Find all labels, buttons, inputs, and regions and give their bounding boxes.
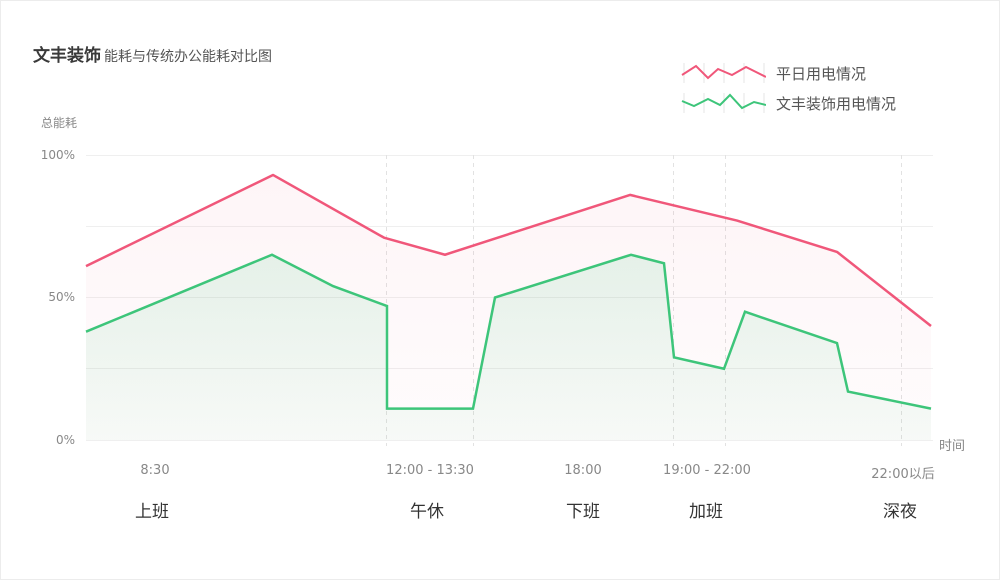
x-tick-label: 午休 (410, 502, 444, 522)
y-tick-0: 0% (55, 433, 75, 447)
legend-label: 平日用电情况 (776, 64, 867, 83)
legend-label: 文丰装饰用电情况 (776, 94, 897, 113)
line-swatch-icon (681, 63, 766, 83)
chart-title: 文丰装饰 能耗与传统办公能耗对比图 (33, 41, 272, 66)
y-axis-label: 总能耗 (41, 116, 78, 130)
legend-item-wenfeng[interactable]: 文丰装饰用电情况 (680, 88, 896, 118)
x-tick-time: 22:00以后 (871, 467, 935, 482)
series-area-wenfeng (86, 254, 931, 440)
x-tick-label: 深夜 (883, 502, 917, 522)
line-swatch-icon (681, 93, 766, 113)
x-tick-label: 上班 (135, 502, 169, 522)
series-line-normal[interactable] (85, 173, 932, 327)
x-axis-label: 时间 (939, 439, 966, 454)
chart-title-brand: 文丰装饰 (33, 46, 101, 66)
x-tick-time: 8:30 (140, 463, 170, 478)
x-tick-label: 下班 (566, 502, 600, 522)
x-tick-time: 18:00 (564, 463, 602, 478)
series-line-wenfeng[interactable] (85, 253, 932, 410)
x-tick-time: 19:00 - 22:00 (663, 463, 751, 478)
y-tick-50: 50% (48, 290, 75, 304)
x-tick-label: 加班 (689, 502, 723, 522)
chart-title-rest: 能耗与传统办公能耗对比图 (104, 49, 272, 65)
legend-item-normal[interactable]: 平日用电情况 (680, 58, 896, 88)
x-tick-time: 12:00 - 13:30 (386, 463, 474, 478)
y-tick-100: 100% (40, 148, 75, 162)
legend: 平日用电情况 文丰装饰用电情况 (680, 58, 896, 118)
